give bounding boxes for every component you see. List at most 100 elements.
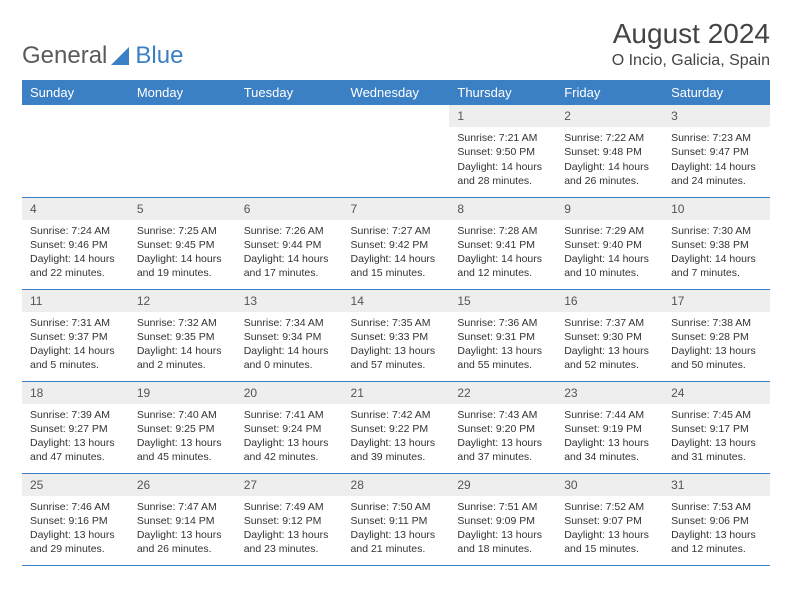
daylight-text: and 2 minutes.: [137, 358, 228, 372]
calendar-week-row: 11Sunrise: 7:31 AMSunset: 9:37 PMDayligh…: [22, 289, 770, 381]
day-info: Sunrise: 7:49 AMSunset: 9:12 PMDaylight:…: [236, 496, 343, 561]
calendar-week-row: 25Sunrise: 7:46 AMSunset: 9:16 PMDayligh…: [22, 473, 770, 565]
day-number: 20: [236, 382, 343, 404]
day-number: 16: [556, 290, 663, 312]
day-number: 8: [449, 198, 556, 220]
sunset-text: Sunset: 9:40 PM: [564, 238, 655, 252]
weekday-header: Saturday: [663, 80, 770, 105]
daylight-text: Daylight: 13 hours: [671, 344, 762, 358]
calendar-day-cell: 29Sunrise: 7:51 AMSunset: 9:09 PMDayligh…: [449, 473, 556, 565]
day-number: 1: [449, 105, 556, 127]
calendar-day-cell: 23Sunrise: 7:44 AMSunset: 9:19 PMDayligh…: [556, 381, 663, 473]
day-info: Sunrise: 7:21 AMSunset: 9:50 PMDaylight:…: [449, 127, 556, 192]
daylight-text: and 15 minutes.: [564, 542, 655, 556]
day-number-empty: [236, 105, 343, 127]
calendar-body: 1Sunrise: 7:21 AMSunset: 9:50 PMDaylight…: [22, 105, 770, 565]
day-info: Sunrise: 7:34 AMSunset: 9:34 PMDaylight:…: [236, 312, 343, 377]
daylight-text: and 0 minutes.: [244, 358, 335, 372]
sunrise-text: Sunrise: 7:53 AM: [671, 500, 762, 514]
sunrise-text: Sunrise: 7:38 AM: [671, 316, 762, 330]
sunset-text: Sunset: 9:44 PM: [244, 238, 335, 252]
sunset-text: Sunset: 9:25 PM: [137, 422, 228, 436]
day-info: Sunrise: 7:28 AMSunset: 9:41 PMDaylight:…: [449, 220, 556, 285]
day-number: 31: [663, 474, 770, 496]
sunrise-text: Sunrise: 7:46 AM: [30, 500, 121, 514]
day-number-empty: [22, 105, 129, 127]
weekday-header: Thursday: [449, 80, 556, 105]
sunset-text: Sunset: 9:37 PM: [30, 330, 121, 344]
daylight-text: Daylight: 14 hours: [351, 252, 442, 266]
daylight-text: Daylight: 14 hours: [137, 252, 228, 266]
sunrise-text: Sunrise: 7:41 AM: [244, 408, 335, 422]
weekday-header: Friday: [556, 80, 663, 105]
day-info: Sunrise: 7:42 AMSunset: 9:22 PMDaylight:…: [343, 404, 450, 469]
calendar-day-cell: 20Sunrise: 7:41 AMSunset: 9:24 PMDayligh…: [236, 381, 343, 473]
daylight-text: Daylight: 14 hours: [30, 344, 121, 358]
daylight-text: Daylight: 13 hours: [671, 436, 762, 450]
calendar-day-cell: 18Sunrise: 7:39 AMSunset: 9:27 PMDayligh…: [22, 381, 129, 473]
sunrise-text: Sunrise: 7:31 AM: [30, 316, 121, 330]
daylight-text: and 7 minutes.: [671, 266, 762, 280]
day-info: Sunrise: 7:47 AMSunset: 9:14 PMDaylight:…: [129, 496, 236, 561]
daylight-text: and 50 minutes.: [671, 358, 762, 372]
sunrise-text: Sunrise: 7:40 AM: [137, 408, 228, 422]
daylight-text: and 37 minutes.: [457, 450, 548, 464]
day-info: Sunrise: 7:50 AMSunset: 9:11 PMDaylight:…: [343, 496, 450, 561]
calendar-day-cell: 8Sunrise: 7:28 AMSunset: 9:41 PMDaylight…: [449, 197, 556, 289]
calendar-day-cell: 11Sunrise: 7:31 AMSunset: 9:37 PMDayligh…: [22, 289, 129, 381]
calendar-day-cell: 17Sunrise: 7:38 AMSunset: 9:28 PMDayligh…: [663, 289, 770, 381]
sunrise-text: Sunrise: 7:43 AM: [457, 408, 548, 422]
day-info: Sunrise: 7:46 AMSunset: 9:16 PMDaylight:…: [22, 496, 129, 561]
day-info: Sunrise: 7:44 AMSunset: 9:19 PMDaylight:…: [556, 404, 663, 469]
day-info: Sunrise: 7:27 AMSunset: 9:42 PMDaylight:…: [343, 220, 450, 285]
day-info: Sunrise: 7:51 AMSunset: 9:09 PMDaylight:…: [449, 496, 556, 561]
sunset-text: Sunset: 9:27 PM: [30, 422, 121, 436]
calendar-day-cell: 26Sunrise: 7:47 AMSunset: 9:14 PMDayligh…: [129, 473, 236, 565]
sunrise-text: Sunrise: 7:24 AM: [30, 224, 121, 238]
sunset-text: Sunset: 9:20 PM: [457, 422, 548, 436]
daylight-text: and 15 minutes.: [351, 266, 442, 280]
day-info: Sunrise: 7:35 AMSunset: 9:33 PMDaylight:…: [343, 312, 450, 377]
calendar-day-cell: 3Sunrise: 7:23 AMSunset: 9:47 PMDaylight…: [663, 105, 770, 197]
sunset-text: Sunset: 9:48 PM: [564, 145, 655, 159]
daylight-text: and 12 minutes.: [457, 266, 548, 280]
daylight-text: and 26 minutes.: [137, 542, 228, 556]
month-title: August 2024: [612, 18, 770, 50]
daylight-text: and 12 minutes.: [671, 542, 762, 556]
calendar-day-cell: 14Sunrise: 7:35 AMSunset: 9:33 PMDayligh…: [343, 289, 450, 381]
day-number: 27: [236, 474, 343, 496]
sunset-text: Sunset: 9:12 PM: [244, 514, 335, 528]
day-info: Sunrise: 7:41 AMSunset: 9:24 PMDaylight:…: [236, 404, 343, 469]
sunset-text: Sunset: 9:06 PM: [671, 514, 762, 528]
day-info: Sunrise: 7:40 AMSunset: 9:25 PMDaylight:…: [129, 404, 236, 469]
weekday-header: Tuesday: [236, 80, 343, 105]
calendar-week-row: 4Sunrise: 7:24 AMSunset: 9:46 PMDaylight…: [22, 197, 770, 289]
sunrise-text: Sunrise: 7:30 AM: [671, 224, 762, 238]
daylight-text: Daylight: 14 hours: [564, 160, 655, 174]
daylight-text: Daylight: 13 hours: [30, 528, 121, 542]
day-info: Sunrise: 7:31 AMSunset: 9:37 PMDaylight:…: [22, 312, 129, 377]
calendar-day-cell: 9Sunrise: 7:29 AMSunset: 9:40 PMDaylight…: [556, 197, 663, 289]
sunset-text: Sunset: 9:17 PM: [671, 422, 762, 436]
day-number: 22: [449, 382, 556, 404]
calendar-day-cell: 7Sunrise: 7:27 AMSunset: 9:42 PMDaylight…: [343, 197, 450, 289]
daylight-text: and 26 minutes.: [564, 174, 655, 188]
day-number: 12: [129, 290, 236, 312]
daylight-text: and 28 minutes.: [457, 174, 548, 188]
daylight-text: and 21 minutes.: [351, 542, 442, 556]
daylight-text: and 17 minutes.: [244, 266, 335, 280]
header: General Blue August 2024 O Incio, Galici…: [22, 18, 770, 70]
logo: General Blue: [22, 42, 183, 70]
calendar-day-cell: 2Sunrise: 7:22 AMSunset: 9:48 PMDaylight…: [556, 105, 663, 197]
calendar-day-cell: 5Sunrise: 7:25 AMSunset: 9:45 PMDaylight…: [129, 197, 236, 289]
day-number: 28: [343, 474, 450, 496]
daylight-text: Daylight: 14 hours: [137, 344, 228, 358]
sunrise-text: Sunrise: 7:35 AM: [351, 316, 442, 330]
day-number: 17: [663, 290, 770, 312]
day-number: 10: [663, 198, 770, 220]
daylight-text: and 5 minutes.: [30, 358, 121, 372]
day-number: 24: [663, 382, 770, 404]
daylight-text: Daylight: 13 hours: [137, 436, 228, 450]
day-number: 26: [129, 474, 236, 496]
day-number: 7: [343, 198, 450, 220]
